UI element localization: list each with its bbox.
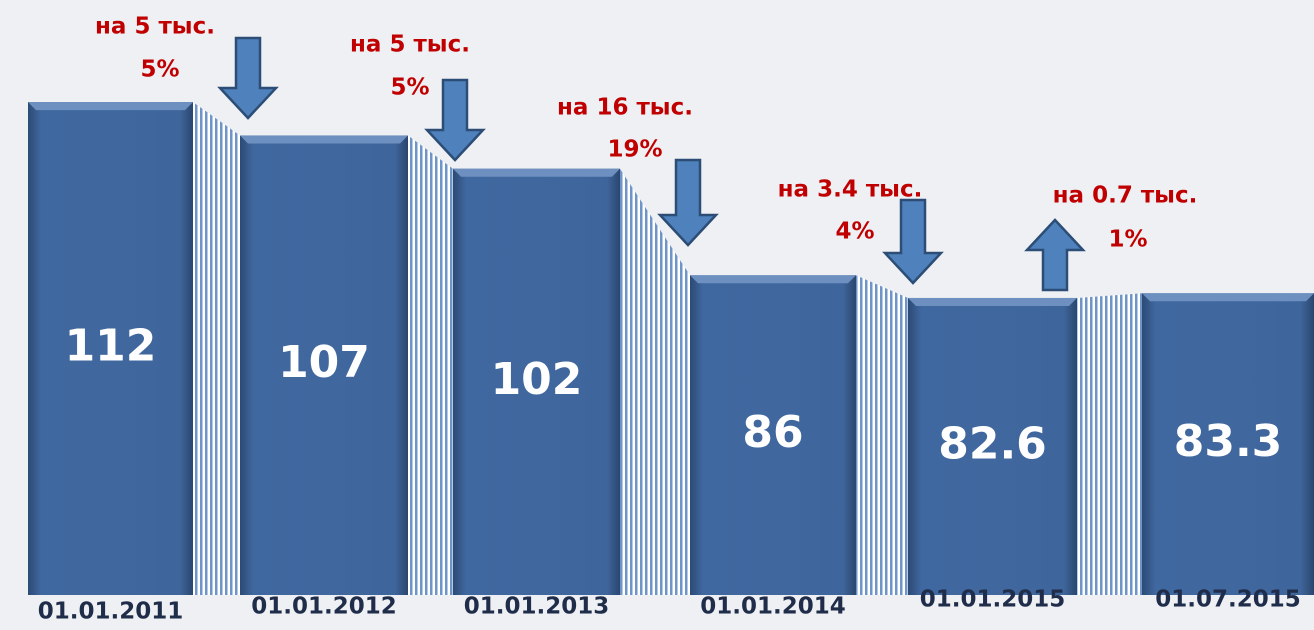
x-tick-label: 01.07.2015 — [1155, 587, 1301, 613]
arrow — [882, 198, 944, 285]
x-tick-label: 01.01.2015 — [920, 587, 1066, 613]
arrow — [657, 158, 719, 247]
annotation-percent: 19% — [607, 137, 662, 163]
bar-bevel — [1142, 293, 1314, 302]
arrow — [1024, 218, 1086, 292]
arrow — [424, 78, 486, 162]
bar-bevel — [453, 168, 620, 177]
connector — [620, 168, 690, 595]
bar — [690, 275, 856, 595]
annotation-text: на 0.7 тыс. — [1053, 183, 1198, 209]
bar — [240, 135, 408, 595]
annotation-percent: 4% — [835, 219, 874, 245]
arrow — [217, 36, 279, 120]
annotation-text: на 5 тыс. — [350, 32, 470, 58]
value-label: 107 — [278, 337, 370, 388]
value-label: 82.6 — [938, 418, 1047, 469]
value-label: 83.3 — [1174, 416, 1283, 467]
annotation-text: на 5 тыс. — [95, 14, 215, 40]
annotation-percent: 5% — [390, 75, 429, 101]
bar — [453, 168, 620, 595]
value-label: 86 — [742, 407, 803, 458]
bar-bevel — [240, 135, 408, 144]
value-label: 112 — [65, 321, 157, 372]
annotation-text: на 3.4 тыс. — [778, 177, 923, 203]
x-tick-label: 01.01.2011 — [38, 599, 184, 625]
bar — [28, 102, 193, 596]
bar-bevel — [908, 297, 1077, 306]
connector — [193, 102, 240, 596]
connector — [408, 135, 453, 595]
bar-bevel — [690, 275, 856, 284]
x-tick-label: 01.01.2012 — [251, 594, 397, 620]
x-tick-label: 01.01.2014 — [700, 594, 846, 620]
annotation-percent: 1% — [1108, 227, 1147, 253]
x-tick-label: 01.01.2013 — [464, 594, 610, 620]
bar-bevel — [28, 102, 193, 111]
value-label: 102 — [491, 354, 583, 405]
bar — [908, 297, 1077, 595]
bar — [1142, 293, 1314, 595]
connector — [856, 275, 908, 595]
connector — [1077, 293, 1142, 595]
annotation-percent: 5% — [140, 57, 179, 83]
annotation-text: на 16 тыс. — [557, 95, 693, 121]
